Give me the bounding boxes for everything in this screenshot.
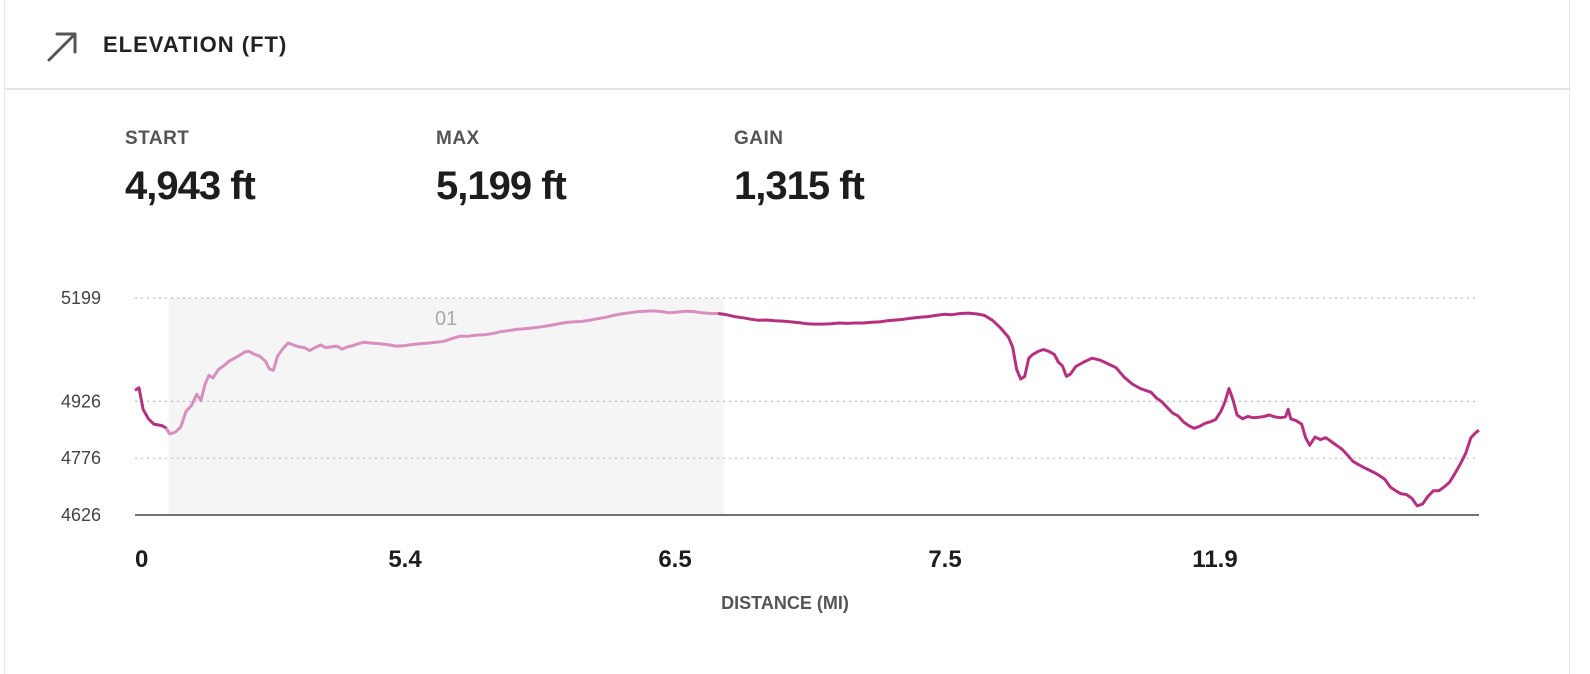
stat-gain-value: 1,315 ft — [734, 164, 865, 208]
x-tick-label: 5.4 — [388, 546, 422, 573]
stat-gain: GAIN 1,315 ft — [734, 128, 865, 209]
stat-start: START 4,943 ft — [125, 128, 256, 209]
x-tick-label: 6.5 — [658, 546, 691, 573]
stat-start-label: START — [125, 128, 190, 149]
stat-max: MAX 5,199 ft — [436, 128, 567, 209]
stat-gain-label: GAIN — [734, 128, 784, 149]
segment-label: 01 — [435, 308, 457, 330]
elevation-chart[interactable]: 5199 4926 4776 4626 01 0 5.4 6.5 7.5 11.9 DISTANCE… — [5, 0, 1569, 674]
x-tick-label: 0 — [135, 546, 148, 573]
x-axis-label: DISTANCE (MI) — [721, 593, 849, 613]
elevation-card: ELEVATION (FT) START 4,943 ft MAX 5,199 … — [4, 0, 1570, 674]
elevation-line-end — [718, 311, 1480, 508]
y-tick-label: 4926 — [61, 391, 101, 411]
y-tick-label: 4626 — [61, 505, 101, 525]
elevation-line-highlighted — [164, 309, 727, 436]
x-tick-label: 11.9 — [1192, 546, 1237, 573]
elevation-line-start — [134, 386, 172, 435]
x-tick-label: 7.5 — [928, 546, 961, 573]
stat-max-value: 5,199 ft — [436, 164, 567, 208]
highlight-band — [168, 298, 724, 515]
y-tick-label: 5199 — [61, 288, 101, 308]
stat-max-label: MAX — [436, 128, 480, 149]
card-header: ELEVATION (FT) — [5, 0, 1569, 90]
arrow-up-right-icon — [47, 32, 77, 62]
card-title: ELEVATION (FT) — [103, 32, 288, 57]
y-tick-label: 4776 — [61, 448, 101, 468]
stat-start-value: 4,943 ft — [125, 164, 256, 208]
